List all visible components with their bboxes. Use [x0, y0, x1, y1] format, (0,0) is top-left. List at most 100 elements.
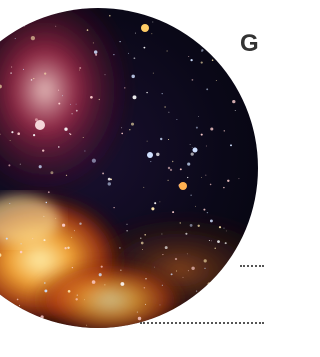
- star: [17, 132, 20, 135]
- star: [93, 42, 94, 43]
- star: [9, 203, 10, 204]
- star: [55, 26, 56, 27]
- star: [27, 318, 30, 321]
- star: [228, 24, 229, 25]
- star: [8, 164, 10, 166]
- star: [71, 237, 72, 238]
- star: [160, 202, 161, 203]
- star: [188, 33, 190, 35]
- star: [168, 112, 169, 113]
- star: [206, 88, 208, 90]
- star: [188, 270, 189, 271]
- star: [83, 137, 84, 138]
- star: [66, 175, 67, 176]
- star: [119, 41, 120, 42]
- star: [141, 242, 144, 245]
- star: [46, 202, 47, 203]
- heading: G: [240, 32, 259, 56]
- star: [68, 290, 71, 293]
- star: [164, 106, 165, 107]
- star: [205, 175, 206, 176]
- star: [79, 67, 81, 69]
- star: [92, 159, 96, 163]
- star: [191, 195, 192, 196]
- dotted-rule: [140, 322, 264, 324]
- star: [121, 133, 123, 135]
- bright-star: [193, 148, 198, 153]
- star: [20, 251, 23, 254]
- star: [20, 164, 21, 165]
- star: [140, 238, 141, 239]
- star: [192, 147, 193, 148]
- star: [109, 15, 111, 17]
- star: [162, 285, 163, 286]
- star: [105, 74, 106, 75]
- star: [154, 202, 156, 204]
- page: G (() => { const data = JSON.parse(docum…: [0, 0, 264, 357]
- star: [144, 287, 145, 288]
- star: [32, 238, 33, 239]
- star: [131, 75, 134, 78]
- star: [82, 6, 85, 9]
- star: [39, 165, 42, 168]
- star: [43, 239, 45, 241]
- star: [33, 78, 34, 79]
- star: [74, 230, 75, 231]
- star: [192, 79, 194, 81]
- star: [210, 219, 213, 222]
- star: [201, 62, 203, 64]
- star: [99, 273, 102, 276]
- star: [79, 222, 81, 224]
- star: [187, 253, 188, 254]
- star: [71, 113, 72, 114]
- star: [1, 32, 2, 33]
- star: [76, 110, 78, 112]
- star: [1, 34, 4, 37]
- image-content: [0, 0, 264, 340]
- star: [31, 36, 35, 40]
- star: [230, 144, 232, 146]
- star: [207, 37, 209, 39]
- star: [207, 45, 209, 47]
- star: [144, 47, 146, 49]
- star: [146, 92, 147, 93]
- star: [207, 282, 211, 286]
- star: [151, 33, 152, 34]
- star: [203, 209, 205, 211]
- star: [119, 247, 121, 249]
- star: [201, 134, 203, 136]
- bright-star: [35, 120, 45, 130]
- star: [170, 169, 172, 171]
- star: [167, 180, 168, 181]
- star: [42, 149, 44, 151]
- star: [147, 141, 148, 142]
- star: [165, 246, 168, 249]
- star: [137, 312, 138, 313]
- star: [17, 299, 19, 301]
- star: [31, 9, 33, 11]
- star: [90, 96, 93, 99]
- star: [227, 12, 228, 13]
- star: [189, 325, 191, 327]
- star: [168, 167, 170, 169]
- star: [190, 59, 192, 61]
- star: [180, 168, 182, 170]
- star: [196, 127, 198, 129]
- star: [235, 110, 236, 111]
- star: [234, 36, 236, 38]
- star: [196, 291, 197, 292]
- star: [206, 145, 207, 146]
- star: [212, 59, 214, 61]
- star: [143, 187, 144, 188]
- star: [227, 180, 229, 182]
- star: [11, 131, 13, 133]
- star: [227, 285, 228, 286]
- star: [99, 99, 100, 100]
- star: [171, 273, 173, 275]
- star: [201, 51, 202, 52]
- star: [191, 153, 194, 156]
- star: [144, 234, 146, 236]
- space-image: [0, 0, 264, 357]
- star: [224, 228, 225, 229]
- star: [209, 240, 210, 241]
